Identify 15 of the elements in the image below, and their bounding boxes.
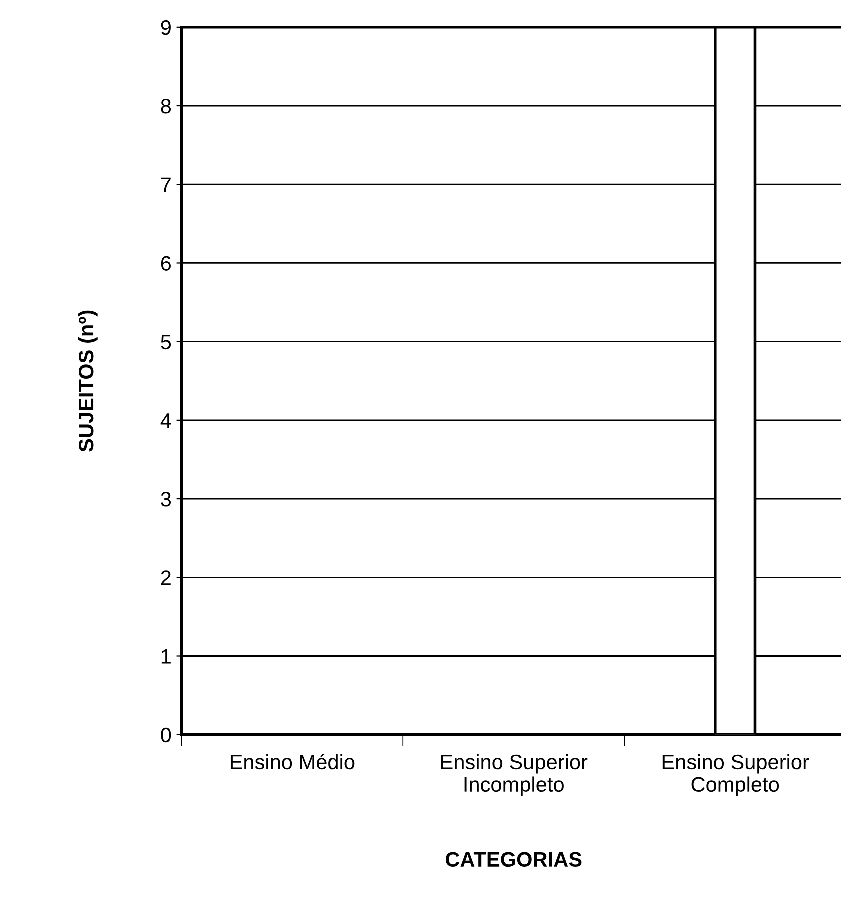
y-tick-label: 4 bbox=[160, 414, 172, 428]
y-tick-label: 3 bbox=[161, 492, 172, 507]
y-axis-title: SUJEITOS (nº) bbox=[78, 310, 98, 452]
x-tick-label: Ensino Superior Incompleto bbox=[441, 754, 588, 796]
y-tick-label: 0 bbox=[161, 728, 172, 743]
x-tick-label: Ensino Médio bbox=[230, 754, 355, 770]
y-tick-label: 2 bbox=[161, 570, 171, 586]
y-tick-label: 8 bbox=[161, 99, 172, 114]
y-tick-label: 6 bbox=[161, 256, 172, 271]
y-tick-label: 7 bbox=[161, 178, 171, 192]
y-tick-label: 1 bbox=[162, 649, 171, 664]
y-tick-label: 5 bbox=[161, 335, 172, 350]
x-axis-title: CATEGORIAS bbox=[446, 852, 582, 868]
y-tick-label: 9 bbox=[161, 20, 171, 36]
x-tick-label: Ensino Superior Completo bbox=[662, 754, 810, 796]
